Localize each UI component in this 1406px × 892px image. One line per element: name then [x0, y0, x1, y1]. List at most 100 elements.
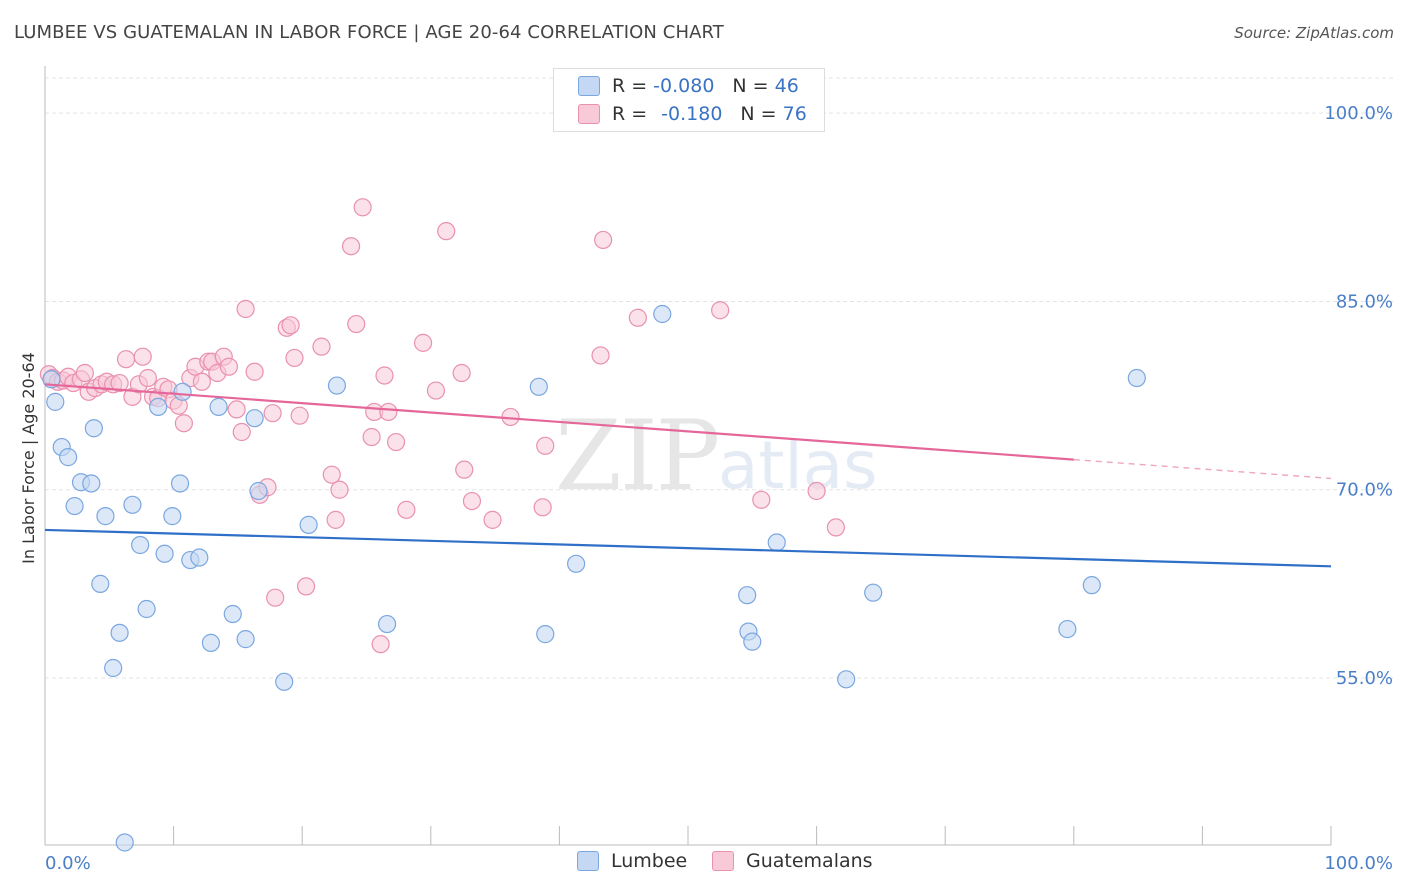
guatemalans-point: [375, 366, 394, 385]
legend-row-lumbee: R = -0.080 N = 46: [578, 73, 799, 99]
guatemalans-point: [263, 404, 282, 423]
lumbee-point: [653, 304, 672, 324]
guatemalans-point: [296, 577, 316, 596]
lumbee-n-label: N =: [732, 75, 769, 97]
lumbee-point: [115, 833, 134, 852]
tick-labels: 55.0% 70.0% 85.0% 100.0% 0.0% 100.0% In Labor …: [19, 103, 1393, 874]
guatemalans-point: [353, 198, 372, 217]
guatemalans-point: [379, 402, 398, 422]
guatemalans-point: [594, 230, 613, 250]
lumbee-point: [249, 481, 268, 501]
lumbee-point: [567, 554, 586, 573]
lumbee-point: [743, 632, 762, 651]
lumbee-point: [65, 496, 84, 516]
lumbee-point: [110, 623, 129, 642]
guatemalans-point: [462, 491, 482, 511]
guatemalans-point: [483, 510, 502, 529]
lumbee-r-value: -0.080: [653, 75, 715, 97]
legend-item-lumbee[interactable]: Lumbee: [577, 850, 687, 872]
y-axis-title: In Labor Force | Age 20-64: [19, 352, 38, 564]
lumbee-point: [864, 583, 883, 602]
lumbee-point: [837, 670, 856, 689]
guatemalans-point: [219, 357, 238, 376]
guatemalans-point: [386, 432, 406, 452]
guatemalans-point: [362, 427, 381, 447]
lumbee-point: [104, 658, 123, 678]
y-tick-label: 85.0%: [1336, 291, 1393, 312]
lumbee-point: [1058, 619, 1077, 639]
lumbee-point: [149, 397, 168, 416]
guatemalans-point: [266, 588, 285, 607]
lumbee-r-label: R =: [612, 75, 648, 97]
guatemalans-point: [752, 490, 771, 509]
series-legend: Lumbee Guatemalans: [0, 850, 1406, 878]
lumbee-point: [1127, 368, 1146, 388]
lumbee-point: [59, 448, 78, 467]
lumbee-point: [767, 533, 786, 552]
guatemalans-point: [75, 363, 94, 383]
stats-legend: R = -0.080 N = 46 R = -0.180 N = 76: [553, 68, 825, 132]
lumbee-point: [170, 474, 190, 493]
guatemalans-trend-extension: [1073, 458, 1332, 480]
guatemalans-point: [826, 518, 845, 537]
guatemalans-point: [281, 316, 300, 335]
guatemalans-point: [341, 237, 361, 256]
guatemalans-swatch: [578, 104, 600, 124]
lumbee-point: [190, 548, 209, 567]
guatemalans-point: [174, 414, 193, 433]
lumbee-point: [96, 507, 115, 526]
legend-item-guatemalans[interactable]: Guatemalans: [712, 850, 873, 872]
lumbee-point: [299, 515, 318, 534]
guatemalans-point: [227, 400, 246, 419]
lumbee-n-value: 46: [774, 75, 799, 97]
y-tick-label: 55.0%: [1336, 668, 1393, 689]
lumbee-point: [84, 419, 103, 438]
lumbee-point: [131, 535, 150, 555]
guatemalans-point: [371, 635, 390, 654]
guatemalans-n-label: N =: [740, 103, 777, 125]
lumbee-point: [163, 507, 182, 526]
guatemalans-point: [591, 346, 610, 365]
guatemalans-point: [290, 406, 309, 425]
guatemalans-trend-line: [44, 383, 1074, 461]
guatemalans-point: [192, 372, 211, 391]
trend-lines: [44, 383, 1332, 568]
lumbee-point: [123, 495, 142, 514]
guatemalans-point: [536, 436, 555, 455]
lumbee-legend-label: Lumbee: [611, 850, 688, 872]
guatemalans-point: [347, 314, 366, 334]
guatemalans-point: [138, 368, 157, 388]
lumbee-point: [377, 614, 397, 634]
guatemalans-point: [426, 381, 446, 400]
guatemalans-point: [116, 350, 136, 369]
guatemalans-point: [711, 301, 730, 320]
guatemalans-point: [807, 481, 826, 501]
lumbee-point: [209, 397, 228, 416]
guatemalans-point: [330, 480, 349, 499]
watermark-zip: ZIP: [555, 400, 720, 512]
guatemalans-point: [312, 337, 331, 356]
axes: [44, 66, 1332, 846]
lumbee-point: [1082, 576, 1101, 595]
lumbee-point: [91, 574, 110, 593]
lumbee-point: [82, 474, 101, 493]
lumbee-point: [223, 604, 242, 624]
guatemalans-point: [232, 422, 251, 442]
guatemalans-points: [39, 198, 845, 654]
lumbee-point: [46, 392, 65, 411]
guatemalans-legend-label: Guatemalans: [746, 850, 873, 872]
guatemalans-n-value: 76: [782, 103, 807, 125]
guatemalans-point: [437, 222, 456, 241]
lumbee-point: [275, 672, 294, 691]
chart-title: LUMBEE VS GUATEMALAN IN LABOR FORCE | AG…: [14, 22, 724, 43]
guatemalans-legend-swatch: [712, 851, 734, 871]
y-tick-label: 100.0%: [1324, 103, 1393, 124]
lumbee-point: [529, 377, 548, 396]
lumbee-point: [536, 625, 555, 644]
guatemalans-point: [413, 333, 433, 352]
x-tick-label-max: 100.0%: [1324, 853, 1393, 874]
source-label: Source: ZipAtlas.com: [1234, 24, 1394, 42]
lumbee-point: [236, 630, 255, 649]
lumbee-point: [327, 376, 347, 395]
